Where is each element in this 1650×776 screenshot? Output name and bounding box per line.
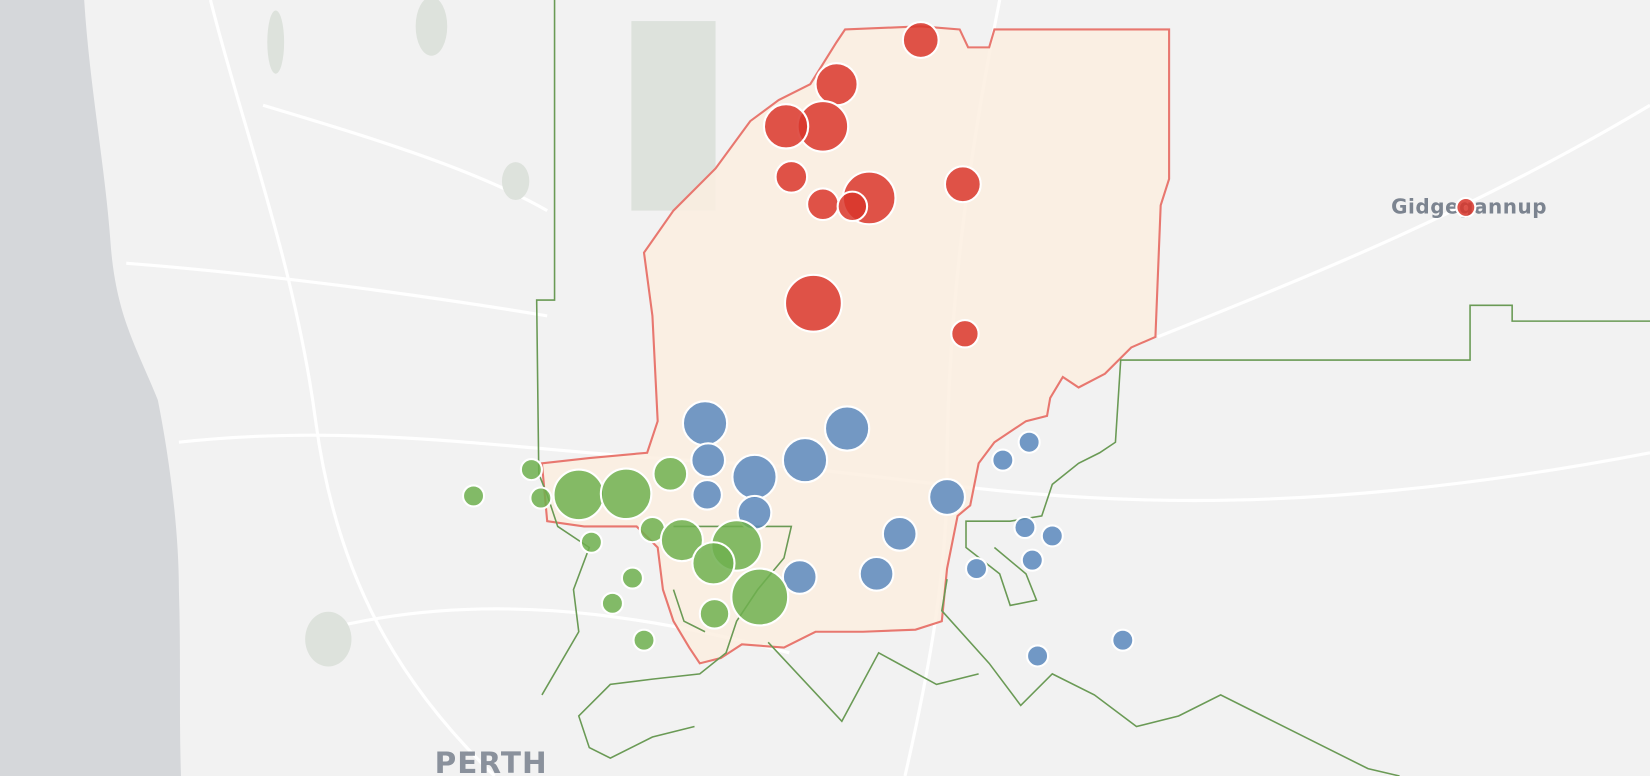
red-marker[interactable] [943,165,982,204]
blue-marker[interactable] [1017,430,1041,454]
blue-marker[interactable] [1020,548,1044,572]
blue-marker[interactable] [781,559,818,595]
red-marker[interactable] [1455,196,1477,218]
blue-marker[interactable] [691,479,723,511]
green-marker[interactable] [620,566,645,590]
red-marker[interactable] [806,187,840,222]
district-boundaries [535,0,1650,776]
blue-marker[interactable] [681,400,729,447]
red-marker[interactable] [836,190,869,223]
green-marker[interactable] [552,468,606,522]
green-marker[interactable] [691,541,736,586]
green-marker[interactable] [600,591,625,615]
ocean [0,0,181,776]
parks [267,0,716,667]
green-marker[interactable] [599,467,653,521]
green-marker[interactable] [698,598,731,630]
blue-marker[interactable] [991,448,1015,472]
red-marker[interactable] [901,21,940,59]
green-marker[interactable] [652,455,689,492]
green-marker[interactable] [529,486,553,510]
green-marker[interactable] [461,484,486,508]
blue-marker[interactable] [1040,524,1064,548]
red-marker[interactable] [814,62,859,107]
green-marker[interactable] [579,530,603,554]
blue-marker[interactable] [858,555,895,592]
blue-marker[interactable] [928,478,967,516]
blue-marker[interactable] [1111,628,1135,652]
red-marker[interactable] [950,319,980,349]
green-marker[interactable] [519,458,543,482]
blue-marker[interactable] [690,442,727,479]
blue-marker[interactable] [964,556,989,581]
green-marker[interactable] [659,518,704,563]
blue-marker[interactable] [881,515,918,552]
red-marker[interactable] [762,103,810,150]
green-marker[interactable] [730,567,790,627]
blue-marker[interactable] [781,436,829,484]
green-marker[interactable] [632,628,656,652]
blue-marker[interactable] [1013,515,1037,540]
red-marker[interactable] [774,160,809,194]
markers [461,21,1477,668]
city-label: PERTH [435,746,548,776]
red-marker[interactable] [783,273,843,333]
blue-marker[interactable] [731,453,778,501]
blue-marker[interactable] [1025,644,1050,668]
blue-marker[interactable] [823,405,871,452]
